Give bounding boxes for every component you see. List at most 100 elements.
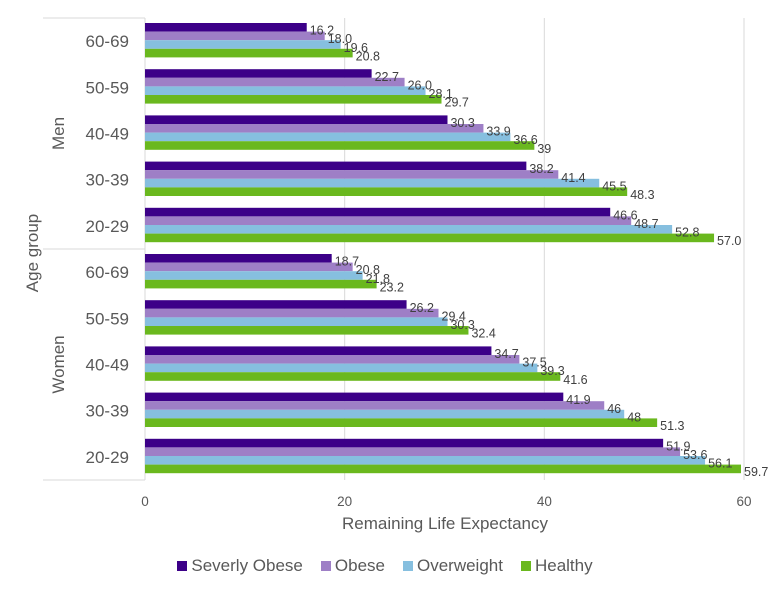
data-label: 20.8 <box>356 49 380 63</box>
category-label: 40-49 <box>86 125 129 144</box>
category-label: 60-69 <box>86 263 129 282</box>
x-tick-label: 40 <box>537 494 552 509</box>
data-label: 30.3 <box>450 318 474 332</box>
data-label: 19.6 <box>344 41 368 55</box>
group-label: Men <box>49 117 68 150</box>
category-label: 50-59 <box>86 78 129 97</box>
bar <box>145 317 448 326</box>
data-label: 51.3 <box>660 419 684 433</box>
data-label: 32.4 <box>471 327 495 341</box>
bar <box>145 418 658 427</box>
data-label: 52.8 <box>675 226 699 240</box>
bar <box>145 233 715 243</box>
data-label: 45.5 <box>602 179 626 193</box>
bar <box>145 355 520 364</box>
bar <box>145 308 439 318</box>
legend-item: Healthy <box>520 556 593 576</box>
bar <box>145 279 377 289</box>
data-label: 37.5 <box>522 356 546 370</box>
bar <box>145 326 469 335</box>
legend-item: Severly Obese <box>177 556 303 576</box>
bar <box>145 69 372 78</box>
bar <box>145 95 442 104</box>
x-tick-label: 60 <box>736 494 751 509</box>
legend-label: Overweight <box>416 556 503 575</box>
bar <box>145 77 405 87</box>
category-label: 40-49 <box>86 356 129 375</box>
data-label: 22.7 <box>375 70 399 84</box>
bar <box>145 225 673 234</box>
data-label: 41.6 <box>563 373 587 387</box>
data-label: 28.1 <box>429 87 453 101</box>
bar <box>145 141 535 150</box>
legend-swatch <box>520 561 531 571</box>
legend-swatch <box>177 561 188 571</box>
data-label: 56.1 <box>708 457 732 471</box>
data-label: 38.2 <box>529 162 553 176</box>
category-label: 50-59 <box>86 309 129 328</box>
bar <box>145 363 538 373</box>
bar <box>145 161 527 171</box>
data-label: 46.6 <box>613 208 637 222</box>
x-axis-title: Remaining Life Expectancy <box>342 514 549 533</box>
data-label: 20.8 <box>356 263 380 277</box>
legend-swatch <box>320 561 331 571</box>
bar <box>145 346 492 355</box>
data-label: 18.7 <box>335 255 359 269</box>
category-label: 20-29 <box>86 448 129 467</box>
bars <box>145 23 742 474</box>
data-label: 41.9 <box>566 393 590 407</box>
bar <box>145 271 363 280</box>
bar <box>145 187 628 196</box>
bar <box>145 447 681 456</box>
bar <box>145 401 605 410</box>
data-label: 48.3 <box>630 188 654 202</box>
legend-label: Obese <box>334 556 385 575</box>
bar <box>145 456 706 465</box>
data-label: 51.9 <box>666 439 690 453</box>
legend-label: Severly Obese <box>191 556 303 575</box>
y-axis-title: Age group <box>23 214 42 292</box>
data-label: 18.0 <box>328 32 352 46</box>
category-label: 30-39 <box>86 402 129 421</box>
data-label: 29.7 <box>445 96 469 110</box>
group-label: Women <box>49 335 68 393</box>
x-tick-label: 20 <box>337 494 352 509</box>
bar <box>145 216 632 225</box>
data-label: 29.4 <box>442 309 466 323</box>
data-label: 48.7 <box>634 217 658 231</box>
bar <box>145 254 332 263</box>
bar <box>145 392 564 402</box>
data-label: 59.7 <box>744 465 768 479</box>
data-label: 21.8 <box>366 272 390 286</box>
data-label: 30.3 <box>450 116 474 130</box>
bar <box>145 300 407 309</box>
data-label: 46 <box>607 402 621 416</box>
category-label: 60-69 <box>86 32 129 51</box>
data-label: 16.2 <box>310 24 334 38</box>
data-label: 34.7 <box>494 347 518 361</box>
legend-item: Obese <box>320 556 385 576</box>
category-labels: 60-69 50-59 40-49 30-39 20-29 Men 60-69 50-59 40… <box>49 32 129 467</box>
bar <box>145 48 353 58</box>
legend: Severly Obese Obese Overweight Healthy <box>0 556 770 576</box>
bar <box>145 262 353 272</box>
data-label: 33.9 <box>486 125 510 139</box>
bar <box>145 409 625 419</box>
bar <box>145 170 559 179</box>
data-label: 26.2 <box>410 301 434 315</box>
bar <box>145 124 484 133</box>
data-label: 57.0 <box>717 234 741 248</box>
x-tick-labels: 0 20 40 60 <box>141 494 751 509</box>
category-label: 30-39 <box>86 171 129 190</box>
bar <box>145 23 307 32</box>
bar <box>145 86 426 95</box>
legend-item: Overweight <box>402 556 503 576</box>
bar <box>145 31 325 41</box>
bar <box>145 464 742 474</box>
bar <box>145 207 611 217</box>
legend-swatch <box>402 561 413 571</box>
data-label: 23.2 <box>380 280 404 294</box>
data-label: 48 <box>627 410 641 424</box>
